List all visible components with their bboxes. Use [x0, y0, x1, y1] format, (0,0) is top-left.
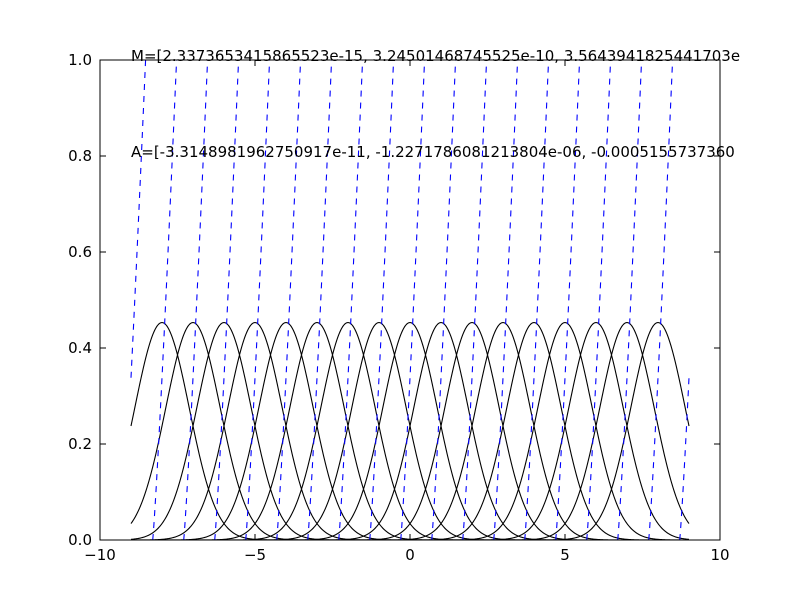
ticks	[99, 59, 721, 541]
dashed-curve-9	[400, 60, 426, 540]
y-tick-label: 1.0	[68, 51, 92, 69]
gaussian-curve-2	[130, 322, 689, 540]
dashed-curve-8	[369, 60, 395, 540]
x-tick-label: 5	[560, 546, 570, 564]
gaussian-curve-14	[131, 322, 690, 540]
dashed-curve-17	[648, 60, 674, 540]
dashed-curve-2	[183, 60, 209, 540]
gaussian-curve-15	[131, 322, 690, 540]
dashed-curve-3	[214, 60, 240, 540]
dashed-curve-5	[276, 60, 302, 540]
dashed-curve-7	[338, 60, 364, 540]
annotations: M=[2.3373653415865523e-15, 3.24501468745…	[131, 47, 740, 161]
dashed-curve-12	[493, 60, 519, 540]
dashed-curve-16	[617, 60, 643, 540]
y-tick-label: 0.6	[68, 243, 92, 261]
dashed-curve-0	[130, 60, 147, 378]
dashed-curve-4	[245, 60, 271, 540]
x-tick-label: −5	[244, 546, 266, 564]
dashed-curve-15	[586, 60, 612, 540]
x-tick-label: 0	[405, 546, 415, 564]
gaussian-curve-3	[131, 322, 689, 540]
plot-lines	[130, 60, 690, 540]
dashed-curve-6	[307, 60, 333, 540]
dashed-curve-11	[462, 60, 488, 540]
dashed-curve-1	[152, 60, 178, 540]
annotation-1: A=[-3.314898196275​0917e-11, -1.22717860…	[131, 143, 735, 161]
gaussian-curve-9	[131, 322, 689, 540]
dashed-curve-14	[555, 60, 581, 540]
x-tick-label: 10	[710, 546, 729, 564]
y-tick-label: 0.2	[68, 435, 92, 453]
gaussian-curve-16	[131, 322, 690, 540]
y-tick-label: 0.4	[68, 339, 92, 357]
dashed-curve-10	[431, 60, 457, 540]
dashed-curve-18	[679, 377, 690, 540]
annotation-0: M=[2.3373653415865523e-15, 3.24501468745…	[131, 47, 740, 65]
gaussian-curve-8	[131, 322, 689, 540]
axes-frame	[99, 59, 721, 541]
y-tick-label: 0.8	[68, 147, 92, 165]
dashed-curve-13	[524, 60, 550, 540]
tick-labels: −10 −5 0 5 10 0.0 0.2 0.4 0.6 0.8 1.0	[68, 51, 729, 564]
y-tick-label: 0.0	[68, 531, 92, 549]
x-tick-label: −10	[84, 546, 116, 564]
